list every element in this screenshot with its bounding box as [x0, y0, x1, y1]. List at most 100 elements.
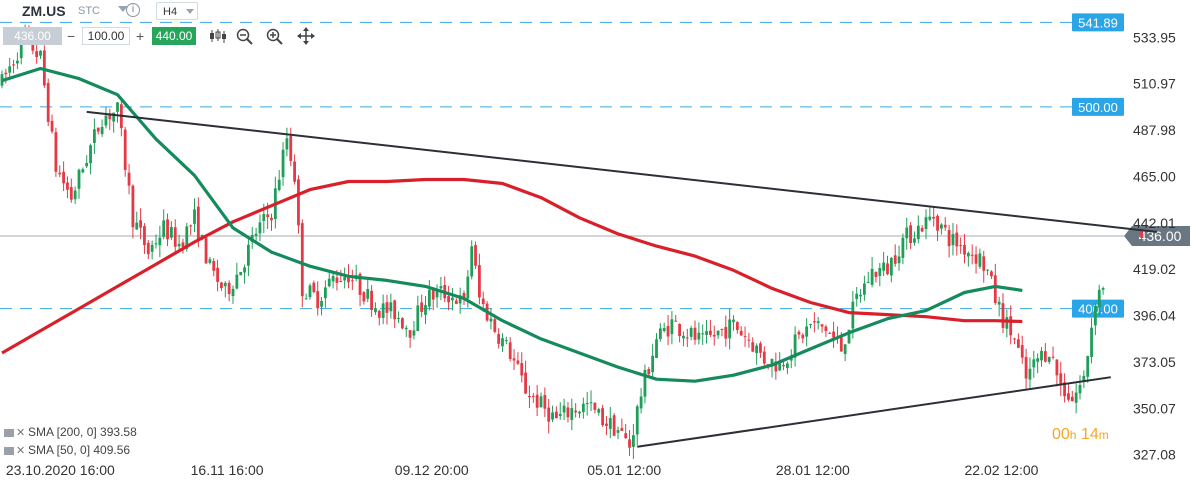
candle-up [100, 126, 104, 135]
candle-up [805, 326, 809, 337]
candle-down [1051, 356, 1055, 358]
zoom-in-icon[interactable] [265, 27, 285, 45]
candle-up [616, 430, 620, 433]
x-tick-label: 05.01 12:00 [587, 462, 661, 478]
candle-up [304, 298, 308, 300]
candle-down [220, 282, 223, 289]
candle-down [812, 321, 816, 323]
timeframe-select[interactable]: H4 [156, 2, 198, 20]
legend-sma50[interactable]: ✕ SMA [50, 0] 409.56 [4, 443, 130, 457]
candle-up [39, 50, 42, 56]
move-icon[interactable] [296, 27, 316, 45]
timeframe-chevron-icon[interactable] [186, 9, 194, 14]
candle-up [343, 277, 347, 281]
candle-type-icon[interactable] [208, 27, 228, 45]
candle-up [254, 233, 258, 236]
candle-up [581, 403, 585, 413]
candle-down [993, 275, 997, 303]
candle-up [1082, 375, 1086, 383]
candle-up [966, 253, 970, 257]
candle-up [585, 402, 589, 405]
candle-down [512, 358, 516, 361]
candle-up [778, 363, 782, 371]
candle-down [724, 326, 728, 339]
candle-down [108, 113, 112, 120]
info-icon[interactable]: i [126, 3, 140, 17]
increase-quantity-button[interactable]: + [136, 28, 145, 44]
candle-down [173, 227, 177, 247]
current-candle [1140, 229, 1143, 238]
candle-down [58, 172, 62, 175]
chevron-down-icon[interactable] [118, 6, 128, 12]
candle-up [73, 190, 77, 200]
candle-down [66, 182, 69, 190]
candle-down [535, 394, 539, 408]
candle-up [589, 402, 593, 404]
timer-hours-unit: h [1069, 428, 1077, 442]
ask-price-button[interactable]: 440.00 [152, 27, 196, 45]
indicator-settings-icon[interactable] [4, 446, 14, 455]
candle-down [377, 310, 381, 318]
candle-up [816, 321, 820, 323]
candle-down [774, 361, 778, 372]
candle-up [1086, 356, 1090, 377]
candle-up [662, 328, 666, 332]
candles-layer [0, 24, 1143, 459]
candle-down [543, 394, 547, 409]
candle-up [504, 340, 508, 342]
candle-down [531, 395, 535, 397]
level-badge [1072, 299, 1124, 318]
x-tick-label: 16.11 16:00 [191, 462, 264, 478]
indicator-settings-icon[interactable] [4, 428, 14, 437]
symbol-name[interactable]: ZM.US [22, 3, 66, 19]
candle-down [620, 428, 624, 431]
candle-down [12, 64, 15, 66]
candle-down [943, 224, 947, 228]
candle-down [520, 362, 524, 376]
zoom-out-icon[interactable] [235, 27, 255, 45]
candle-down [735, 322, 739, 331]
candle-up [986, 269, 989, 271]
candle-up [639, 396, 643, 409]
candle-up [112, 112, 116, 122]
candle-up [77, 169, 81, 189]
y-tick-label: 465.00 [1133, 168, 1176, 184]
chart-toolbar: ZM.US STC i H4 436.00 − 100.00 + 440.00 [0, 0, 330, 48]
candle-down [131, 185, 135, 228]
candle-up [897, 256, 901, 264]
candle-up [185, 226, 189, 249]
candle-up [578, 411, 581, 414]
candle-up [882, 262, 886, 271]
candle-up [89, 145, 92, 164]
candle-down [1001, 303, 1005, 328]
candle-down [189, 225, 193, 227]
quantity-input[interactable]: 100.00 [82, 27, 130, 45]
candle-up [863, 283, 866, 295]
candle-down [266, 214, 270, 218]
candle-down [227, 282, 231, 295]
close-icon[interactable]: ✕ [16, 427, 26, 439]
close-icon[interactable]: ✕ [16, 445, 26, 457]
candle-down [493, 319, 497, 332]
candle-up [682, 335, 685, 339]
candle-down [628, 439, 631, 448]
candle-up [635, 406, 639, 435]
candle-down [685, 337, 689, 339]
bid-price-button[interactable]: 436.00 [3, 27, 62, 45]
candle-up [239, 271, 243, 276]
level-badge [1072, 97, 1124, 116]
candle-up [285, 138, 289, 150]
candle-up [643, 369, 647, 397]
candle-up [793, 334, 797, 358]
candle-down [478, 265, 481, 298]
candle-up [404, 327, 408, 330]
x-tick-label: 22.02 12:00 [965, 462, 1039, 478]
candle-up [1047, 357, 1051, 362]
candle-up [135, 222, 139, 230]
decrease-quantity-button[interactable]: − [67, 28, 76, 44]
legend-sma200[interactable]: ✕ SMA [200, 0] 393.58 [4, 425, 137, 439]
candle-up [978, 253, 982, 267]
candle-up [916, 225, 920, 240]
candle-down [297, 179, 300, 226]
